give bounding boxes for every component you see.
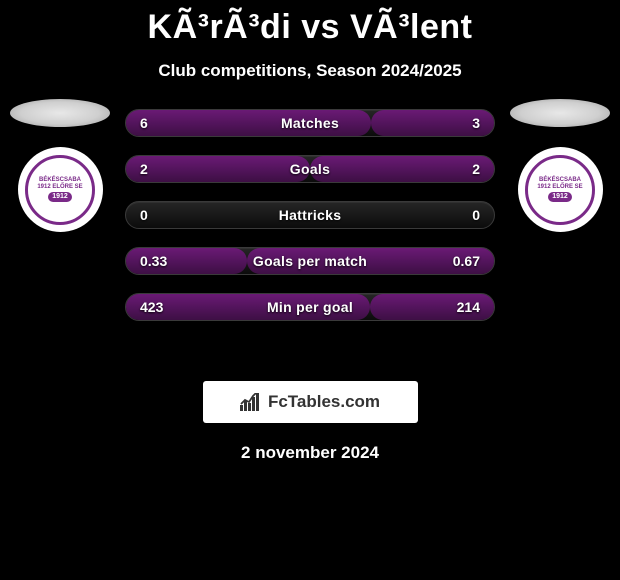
page-subtitle: Club competitions, Season 2024/2025 [0, 61, 620, 81]
stat-value-left: 423 [140, 299, 163, 315]
brand-box: FcTables.com [203, 381, 418, 423]
club-badge-left: BÉKÉSCSABA 1912 ELŐRE SE 1912 [18, 147, 103, 232]
left-player-column: BÉKÉSCSABA 1912 ELŐRE SE 1912 [10, 99, 110, 232]
stat-bar: 0.33 Goals per match 0.67 [125, 247, 495, 275]
badge-year: 1912 [48, 192, 72, 202]
stat-value-left: 6 [140, 115, 148, 131]
badge-year: 1912 [548, 192, 572, 202]
stat-value-right: 0 [472, 207, 480, 223]
stat-value-right: 0.67 [453, 253, 480, 269]
stat-value-right: 214 [457, 299, 480, 315]
stat-label: Goals per match [210, 253, 410, 269]
stat-label: Hattricks [210, 207, 410, 223]
club-badge-inner: BÉKÉSCSABA 1912 ELŐRE SE 1912 [525, 155, 595, 225]
stat-value-left: 0.33 [140, 253, 167, 269]
stat-value-left: 2 [140, 161, 148, 177]
stat-label: Min per goal [210, 299, 410, 315]
stat-label: Goals [210, 161, 410, 177]
stat-value-right: 3 [472, 115, 480, 131]
badge-top-text: BÉKÉSCSABA [39, 177, 81, 184]
badge-mid-text: 1912 ELŐRE SE [537, 184, 582, 191]
stat-bar: 2 Goals 2 [125, 155, 495, 183]
player-shadow [510, 99, 610, 127]
page-title: KÃ³rÃ³di vs VÃ³lent [0, 0, 620, 47]
player-shadow [10, 99, 110, 127]
comparison-area: BÉKÉSCSABA 1912 ELŐRE SE 1912 BÉKÉSCSABA… [0, 109, 620, 349]
footer-date: 2 november 2024 [0, 443, 620, 463]
badge-top-text: BÉKÉSCSABA [539, 177, 581, 184]
stat-value-right: 2 [472, 161, 480, 177]
brand-text: FcTables.com [268, 392, 380, 412]
right-player-column: BÉKÉSCSABA 1912 ELŐRE SE 1912 [510, 99, 610, 232]
stat-label: Matches [210, 115, 410, 131]
stat-bars: 6 Matches 3 2 Goals 2 0 Hattricks 0 0.33 Goals per… [125, 109, 495, 321]
club-badge-inner: BÉKÉSCSABA 1912 ELŐRE SE 1912 [25, 155, 95, 225]
stat-value-left: 0 [140, 207, 148, 223]
bar-chart-icon [240, 393, 262, 411]
badge-mid-text: 1912 ELŐRE SE [37, 184, 82, 191]
club-badge-right: BÉKÉSCSABA 1912 ELŐRE SE 1912 [518, 147, 603, 232]
stat-bar: 6 Matches 3 [125, 109, 495, 137]
stat-bar: 423 Min per goal 214 [125, 293, 495, 321]
stat-bar: 0 Hattricks 0 [125, 201, 495, 229]
